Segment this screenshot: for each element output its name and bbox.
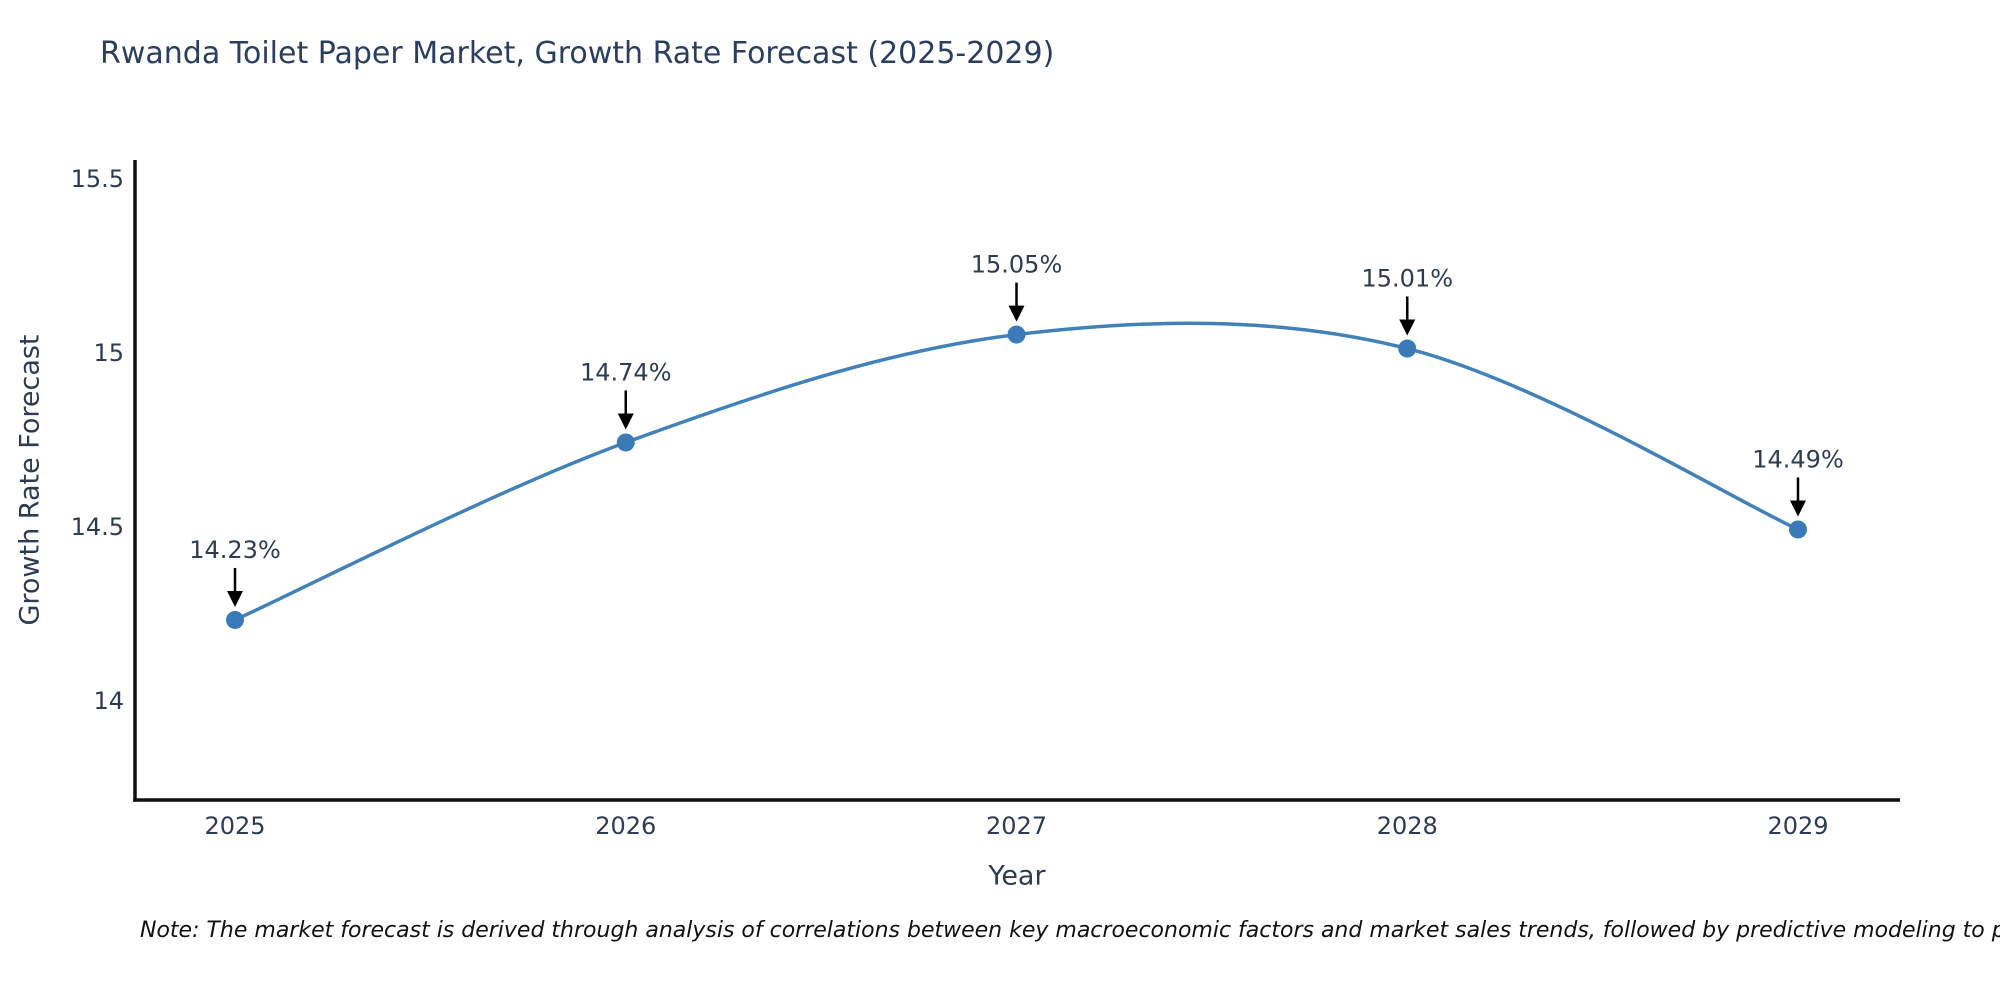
x-axis-title: Year — [988, 860, 1046, 892]
x-tick-label: 2027 — [986, 812, 1047, 840]
data-point-marker — [1398, 339, 1417, 358]
data-point-marker — [1007, 325, 1026, 344]
data-point-marker — [616, 433, 635, 452]
data-point-marker — [226, 610, 244, 629]
data-point-label: 14.74% — [580, 358, 672, 386]
x-tick-label: 2026 — [595, 812, 656, 840]
series-line — [234, 321, 1799, 622]
data-point-label: 14.23% — [189, 536, 281, 564]
data-point-marker — [1789, 520, 1807, 539]
chart-title: Rwanda Toilet Paper Market, Growth Rate … — [100, 36, 1055, 71]
y-tick-label: 14 — [93, 687, 124, 715]
data-point-label: 15.05% — [971, 251, 1063, 279]
x-tick-label: 2029 — [1767, 812, 1828, 840]
y-axis-title: Growth Rate Forecast — [14, 334, 46, 626]
x-tick-label: 2025 — [204, 812, 265, 840]
data-point-label: 14.49% — [1752, 445, 1844, 473]
y-tick-label: 15.5 — [71, 165, 124, 193]
y-tick-label: 15 — [93, 339, 124, 367]
plot-area: 14 14.5 15 15.5 2025 2026 2027 2028 2029 14.23% 14… — [71, 165, 1844, 840]
y-tick-label: 14.5 — [71, 513, 124, 541]
x-tick-label: 2028 — [1377, 812, 1438, 840]
data-point-label: 15.01% — [1361, 265, 1453, 293]
footnote: Note: The market forecast is derived thr… — [140, 918, 2000, 943]
